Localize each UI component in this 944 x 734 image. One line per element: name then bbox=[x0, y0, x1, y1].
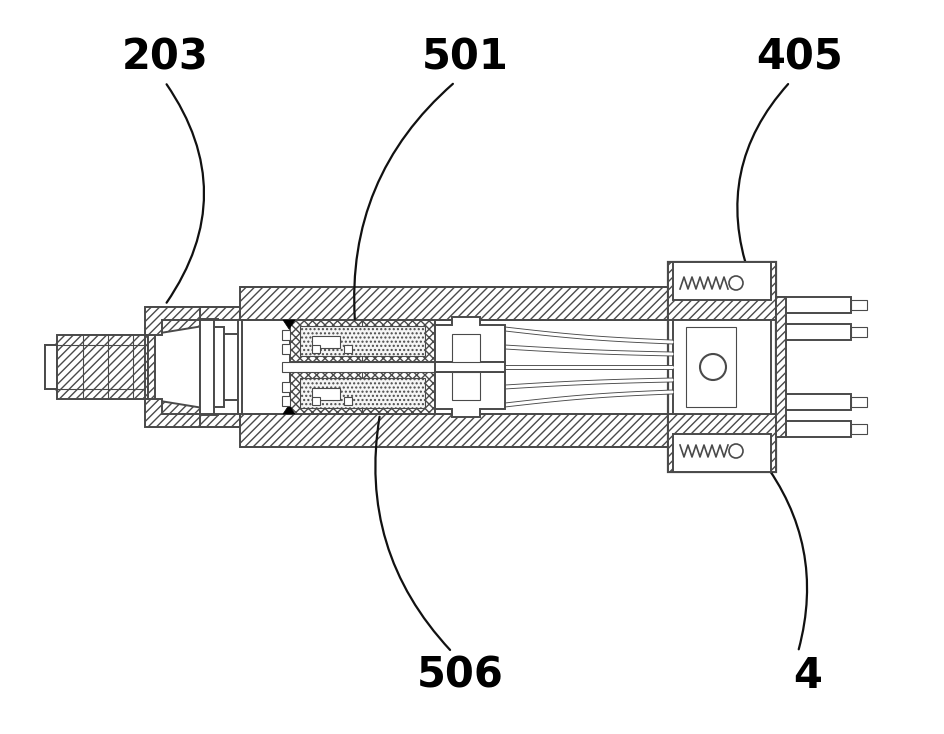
Bar bbox=[200, 320, 240, 414]
Bar bbox=[673, 262, 771, 300]
Bar bbox=[776, 421, 851, 437]
Text: 506: 506 bbox=[416, 655, 503, 697]
Bar bbox=[290, 372, 435, 414]
Polygon shape bbox=[148, 399, 240, 427]
Bar bbox=[57, 335, 145, 399]
Bar bbox=[851, 327, 867, 337]
Bar bbox=[673, 434, 771, 472]
Bar bbox=[238, 320, 242, 414]
Bar bbox=[45, 345, 57, 389]
Polygon shape bbox=[283, 320, 295, 329]
Bar bbox=[282, 330, 290, 340]
Bar bbox=[435, 362, 505, 372]
Bar bbox=[240, 287, 680, 320]
Text: 203: 203 bbox=[122, 37, 209, 79]
Bar bbox=[686, 327, 736, 407]
Bar bbox=[282, 362, 435, 372]
Bar bbox=[452, 334, 480, 362]
Polygon shape bbox=[435, 372, 505, 417]
Bar bbox=[851, 397, 867, 407]
Bar bbox=[851, 424, 867, 434]
Bar bbox=[312, 388, 340, 400]
Bar bbox=[312, 336, 340, 348]
Polygon shape bbox=[148, 307, 240, 335]
Polygon shape bbox=[283, 405, 295, 414]
Polygon shape bbox=[435, 317, 505, 362]
Bar bbox=[851, 300, 867, 310]
Text: 501: 501 bbox=[422, 37, 509, 79]
Bar bbox=[282, 382, 290, 392]
Bar bbox=[240, 414, 680, 447]
Bar bbox=[312, 345, 320, 353]
Bar bbox=[224, 334, 238, 400]
Bar bbox=[300, 326, 425, 356]
Bar bbox=[344, 345, 352, 353]
Text: 4: 4 bbox=[794, 655, 822, 697]
Bar bbox=[200, 319, 218, 415]
Polygon shape bbox=[145, 399, 200, 427]
Bar bbox=[312, 397, 320, 405]
Polygon shape bbox=[55, 335, 72, 399]
Bar bbox=[282, 344, 290, 354]
Bar bbox=[776, 394, 851, 410]
Bar bbox=[668, 262, 776, 472]
Circle shape bbox=[729, 444, 743, 458]
Circle shape bbox=[700, 354, 726, 380]
Bar bbox=[776, 324, 851, 340]
Bar bbox=[668, 414, 776, 472]
Bar bbox=[218, 325, 228, 409]
Bar bbox=[228, 331, 242, 403]
Bar bbox=[776, 297, 786, 437]
Bar bbox=[282, 396, 290, 406]
Polygon shape bbox=[148, 307, 155, 427]
Polygon shape bbox=[145, 307, 200, 335]
Bar bbox=[290, 320, 435, 362]
Bar bbox=[776, 297, 851, 313]
Bar bbox=[452, 372, 480, 400]
Bar bbox=[668, 262, 776, 320]
Polygon shape bbox=[45, 345, 55, 389]
Bar bbox=[214, 327, 224, 407]
Polygon shape bbox=[72, 335, 148, 399]
Text: 405: 405 bbox=[757, 37, 843, 79]
Bar bbox=[300, 378, 425, 408]
Bar bbox=[344, 397, 352, 405]
Bar bbox=[200, 320, 214, 414]
Circle shape bbox=[729, 276, 743, 290]
Bar bbox=[673, 320, 771, 414]
